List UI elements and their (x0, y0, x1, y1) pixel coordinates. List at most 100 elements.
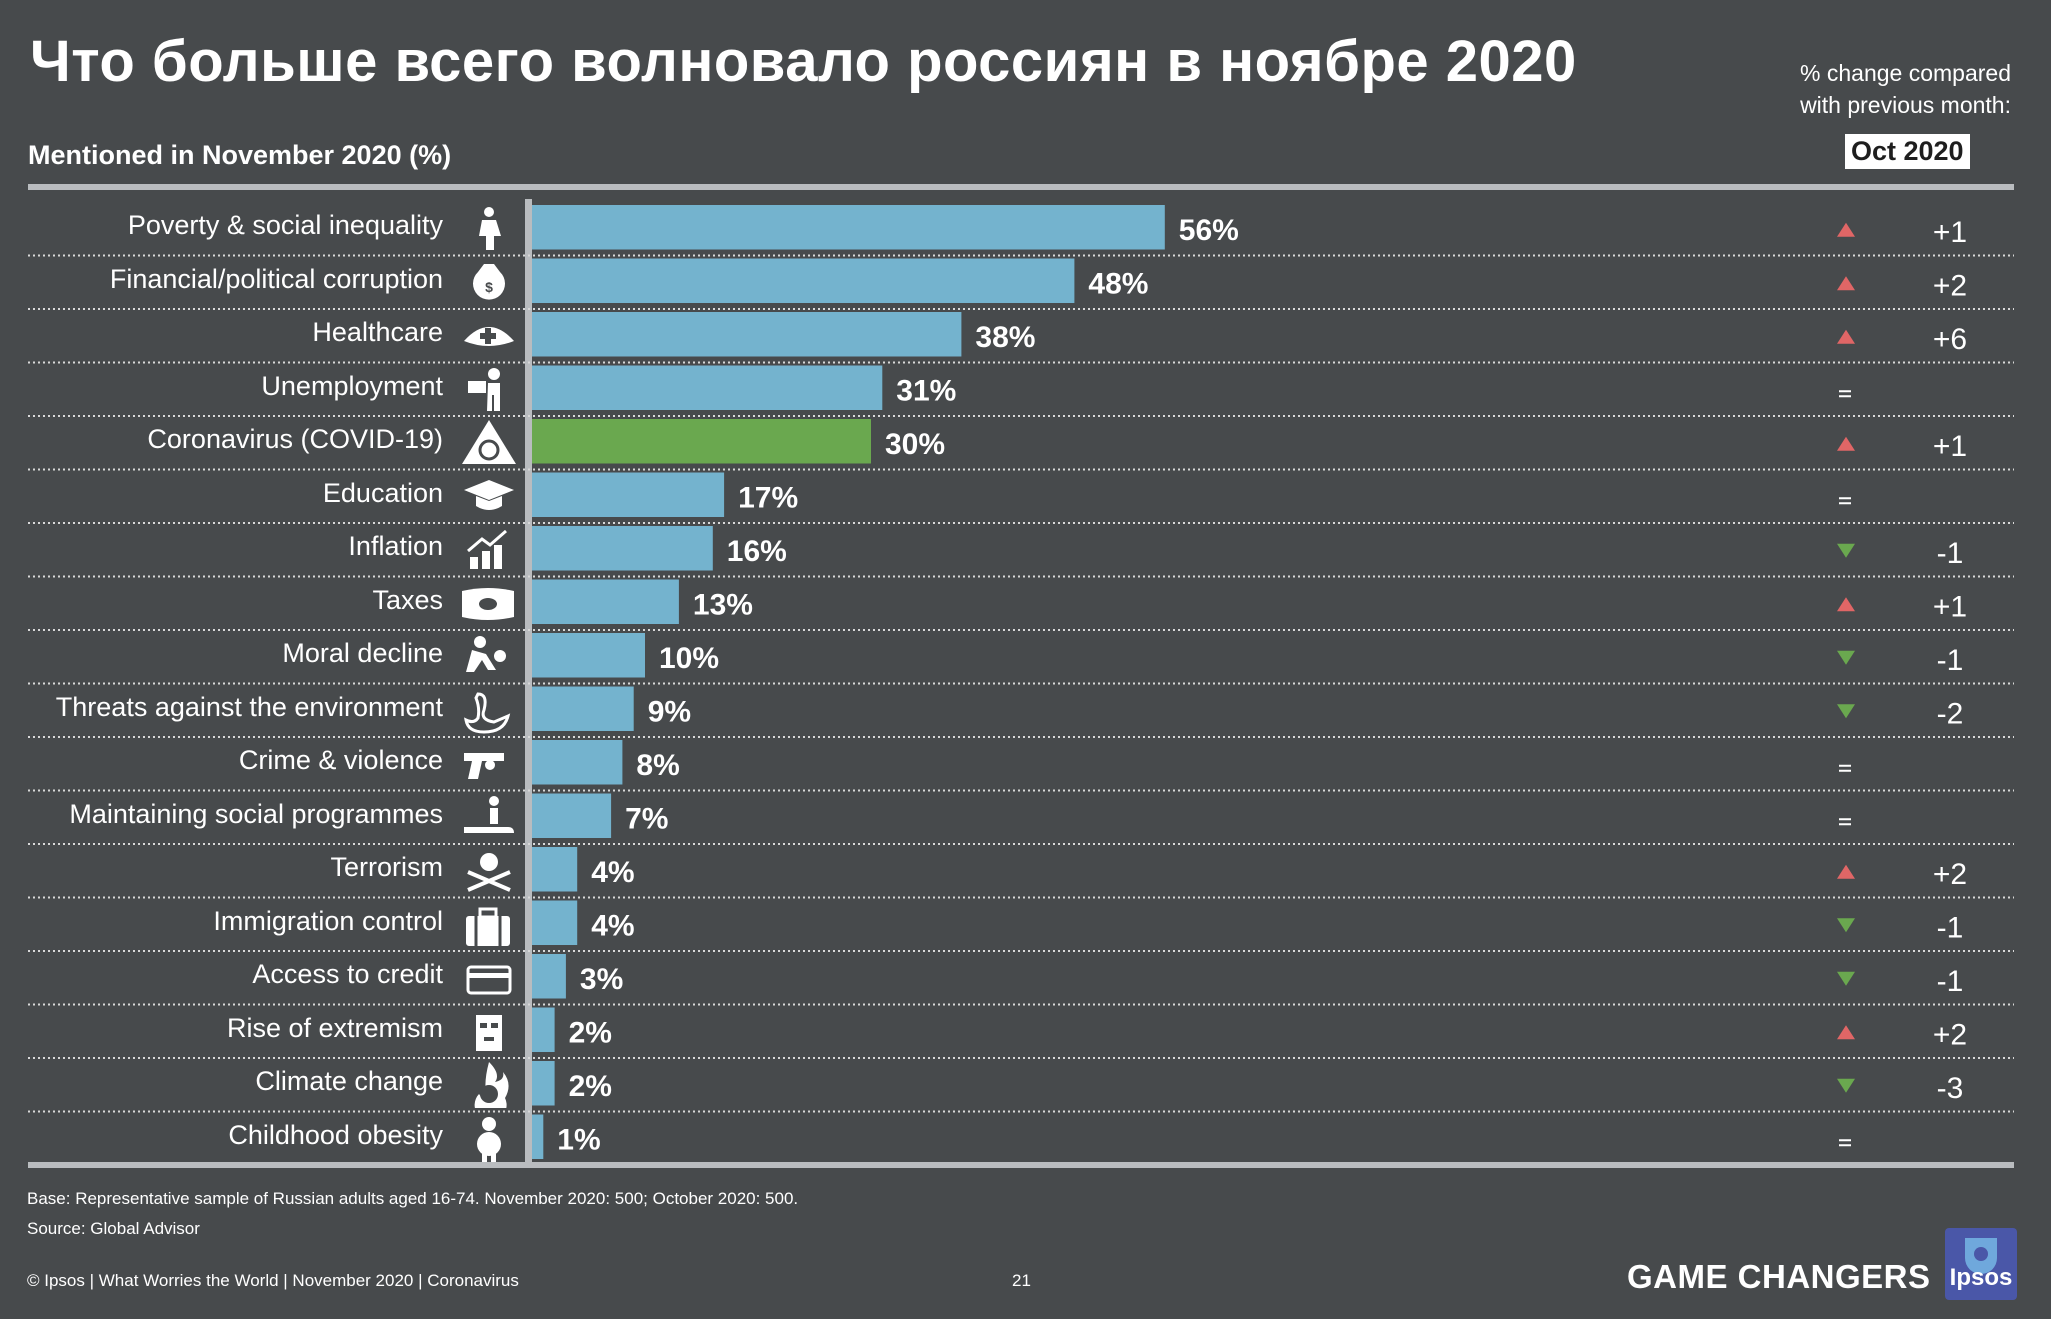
biohazard-icon (460, 418, 518, 466)
graduation-cap-icon (460, 472, 518, 520)
skull-crossbones-icon (460, 846, 518, 894)
category-label: Healthcare (312, 317, 443, 347)
change-value: -3 (1937, 1072, 1964, 1105)
bar (532, 633, 645, 678)
no-change-icon (1839, 818, 1851, 826)
ipsos-logo: Ipsos (1945, 1228, 2017, 1300)
change-up-arrow (1837, 597, 1855, 612)
value-label: 16% (727, 535, 787, 568)
top-rule (28, 184, 2014, 190)
value-label: 4% (591, 856, 634, 889)
change-value: -1 (1937, 911, 1964, 944)
bar (532, 1114, 544, 1159)
svg-text:$: $ (485, 279, 493, 295)
revolver-icon (460, 739, 518, 787)
change-up-arrow (1837, 276, 1855, 291)
change-note-line-2: with previous month: (1800, 92, 2011, 118)
bar (532, 686, 634, 731)
change-up-arrow (1837, 222, 1855, 237)
change-value: -1 (1937, 644, 1964, 677)
rising-chart-icon (460, 525, 518, 573)
value-label: 31% (896, 374, 956, 407)
no-change-icon (1839, 764, 1851, 772)
value-label: 8% (636, 749, 679, 782)
bar (532, 954, 566, 999)
category-label: Financial/political corruption (109, 263, 443, 294)
category-label: Maintaining social programmes (69, 798, 443, 829)
category-label: Crime & violence (238, 745, 443, 775)
bar (532, 847, 578, 892)
copyright-note: © Ipsos | What Worries the World | Novem… (27, 1271, 519, 1290)
category-label: Childhood obesity (228, 1119, 443, 1150)
category-label: Inflation (348, 531, 443, 561)
no-change-icon (1839, 390, 1851, 398)
axis-line (525, 199, 532, 1162)
change-up-arrow (1837, 1025, 1855, 1040)
change-up-arrow (1837, 329, 1855, 344)
value-label: 13% (693, 588, 753, 621)
category-label: Moral decline (282, 638, 443, 668)
change-value: +1 (1933, 590, 1967, 623)
fight-icon (460, 632, 518, 680)
chart-subtitle: Mentioned in November 2020 (%) (28, 140, 452, 170)
change-down-arrow (1837, 1078, 1855, 1093)
bar (532, 472, 725, 517)
value-label: 3% (580, 963, 623, 996)
category-label: Unemployment (261, 370, 443, 401)
change-value: -1 (1937, 965, 1964, 998)
unemployed-worker-icon (460, 365, 518, 413)
bar (532, 740, 623, 785)
nurse-cap-icon (460, 311, 518, 359)
category-label: Threats against the environment (55, 691, 443, 722)
person-icon (460, 204, 518, 252)
tax-icon (460, 579, 518, 627)
change-value: +1 (1933, 430, 1967, 463)
value-label: 48% (1088, 267, 1148, 300)
bar (532, 1061, 555, 1106)
value-label: 10% (659, 642, 719, 675)
no-change-icon (1839, 497, 1851, 505)
bar (532, 419, 871, 464)
value-label: 1% (557, 1123, 600, 1156)
change-up-arrow (1837, 864, 1855, 879)
category-label: Poverty & social inequality (127, 210, 443, 240)
change-down-arrow (1837, 543, 1855, 558)
logo-text: Ipsos (1949, 1264, 2013, 1291)
bar (532, 258, 1075, 303)
value-label: 30% (885, 428, 945, 461)
social-care-icon (460, 793, 518, 841)
change-down-arrow (1837, 918, 1855, 933)
logo-mark-icon (1965, 1238, 1997, 1274)
bottom-rule (28, 1162, 2014, 1168)
bar (532, 526, 713, 571)
comparison-period-badge: Oct 2020 (1845, 134, 1970, 169)
bar (532, 205, 1165, 250)
bar (532, 365, 883, 410)
change-value: -2 (1937, 697, 1964, 730)
page-number: 21 (1012, 1271, 1031, 1290)
credit-card-icon (460, 953, 518, 1001)
value-label: 9% (648, 695, 691, 728)
bar (532, 579, 679, 624)
change-value: +2 (1933, 1018, 1967, 1051)
category-label: Education (322, 477, 443, 508)
change-value: +1 (1933, 216, 1967, 249)
category-label: Coronavirus (COVID-19) (147, 424, 443, 454)
value-label: 2% (569, 1016, 612, 1049)
change-down-arrow (1837, 650, 1855, 665)
change-note: % change compared with previous month: (1800, 57, 2011, 121)
brand-tagline: GAME CHANGERS (1627, 1258, 1931, 1295)
burning-globe-icon (460, 1060, 518, 1122)
category-label: Immigration control (213, 905, 443, 936)
category-label: Rise of extremism (226, 1012, 443, 1043)
value-label: 7% (625, 802, 668, 835)
change-value: +2 (1933, 269, 1967, 302)
bar (532, 900, 578, 945)
bar (532, 312, 962, 357)
category-label: Terrorism (330, 852, 444, 882)
value-label: 38% (975, 321, 1035, 354)
source-note: Source: Global Advisor (27, 1219, 200, 1238)
value-label: 56% (1179, 214, 1239, 247)
money-bag-icon: $ (460, 258, 518, 306)
